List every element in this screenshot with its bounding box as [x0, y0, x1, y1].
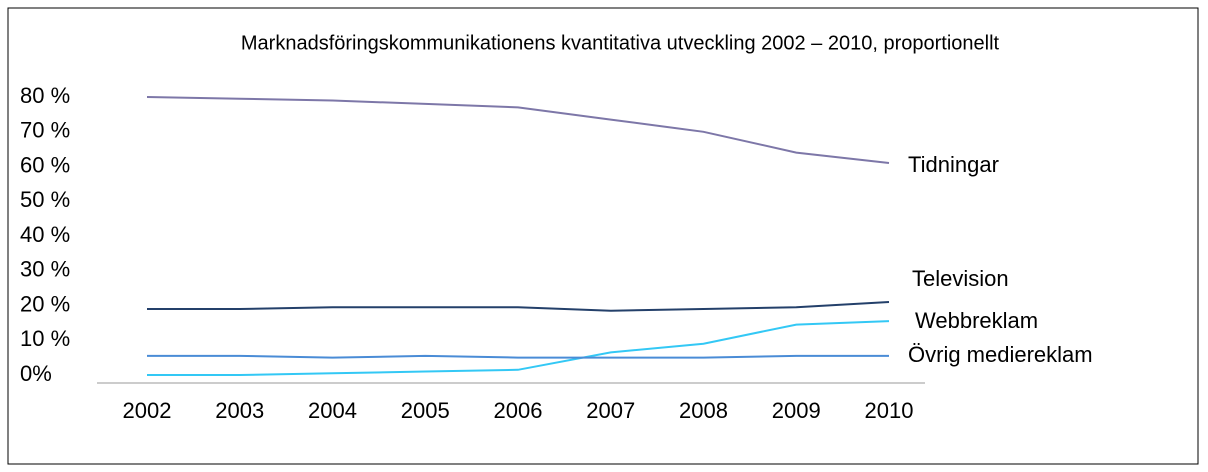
x-tick-label: 2006: [494, 398, 543, 423]
series-label: Webbreklam: [915, 308, 1038, 333]
x-tick-label: 2003: [215, 398, 264, 423]
y-tick-label: 0%: [20, 361, 52, 386]
y-tick-label: 50 %: [20, 187, 70, 212]
x-tick-label: 2005: [401, 398, 450, 423]
series-label: Tidningar: [908, 152, 999, 177]
series-line: [147, 354, 889, 359]
x-tick-label: 2009: [772, 398, 821, 423]
x-tick-label: 2008: [679, 398, 728, 423]
y-tick-label: 10 %: [20, 326, 70, 351]
series-line: [146, 96, 890, 164]
y-tick-label: 70 %: [20, 118, 70, 143]
y-tick-label: 20 %: [20, 291, 70, 316]
y-tick-label: 40 %: [20, 222, 70, 247]
x-tick-label: 2004: [308, 398, 357, 423]
y-tick-label: 60 %: [20, 152, 70, 177]
x-tick-label: 2010: [865, 398, 914, 423]
x-tick-label: 2002: [123, 398, 172, 423]
y-tick-label: 80 %: [20, 83, 70, 108]
series-line: [147, 301, 890, 312]
frame: [7, 7, 1199, 465]
series-label: Television: [912, 266, 1009, 291]
series-label: Övrig mediereklam: [908, 342, 1093, 367]
y-tick-label: 30 %: [20, 257, 70, 282]
x-tick-label: 2007: [586, 398, 635, 423]
chart-title: Marknadsföringskommunikationens kvantita…: [241, 32, 1000, 54]
series-line: [147, 320, 890, 376]
